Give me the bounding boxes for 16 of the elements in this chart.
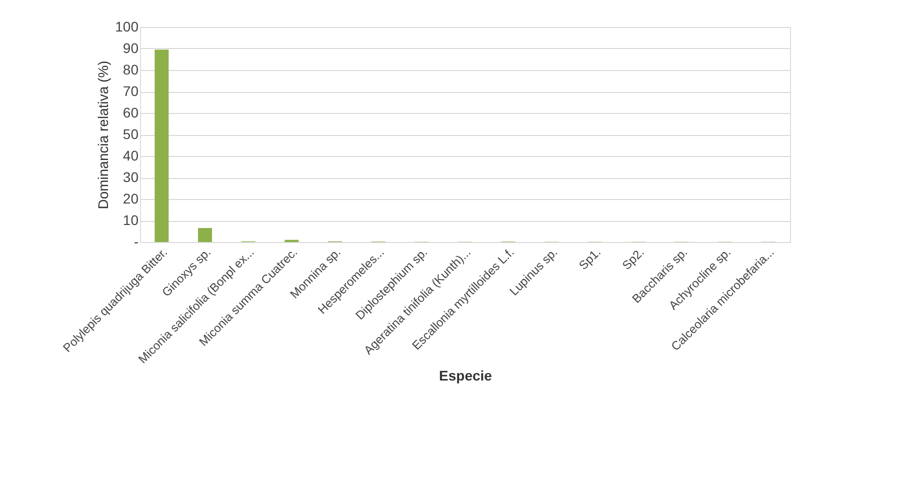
y-tick-label: 100 <box>115 18 139 34</box>
y-tick-label: 30 <box>122 169 139 185</box>
x-axis-title: Especie <box>439 368 492 384</box>
y-tick-label: - <box>134 234 139 250</box>
y-tick-label: 50 <box>122 126 139 142</box>
y-tick-label: 10 <box>122 212 139 228</box>
y-tick-label: 20 <box>122 190 139 206</box>
y-tick-label: 60 <box>122 104 139 120</box>
y-tick-label: 70 <box>122 83 139 99</box>
bar <box>198 228 212 242</box>
y-tick-label: 90 <box>122 40 139 56</box>
bar <box>154 50 169 242</box>
y-axis-title: Dominancia relativa (%) <box>95 60 112 210</box>
y-tick-label: 80 <box>122 62 139 78</box>
x-tick-label: Sp1. <box>576 245 604 272</box>
y-tick-label: 40 <box>122 148 139 164</box>
